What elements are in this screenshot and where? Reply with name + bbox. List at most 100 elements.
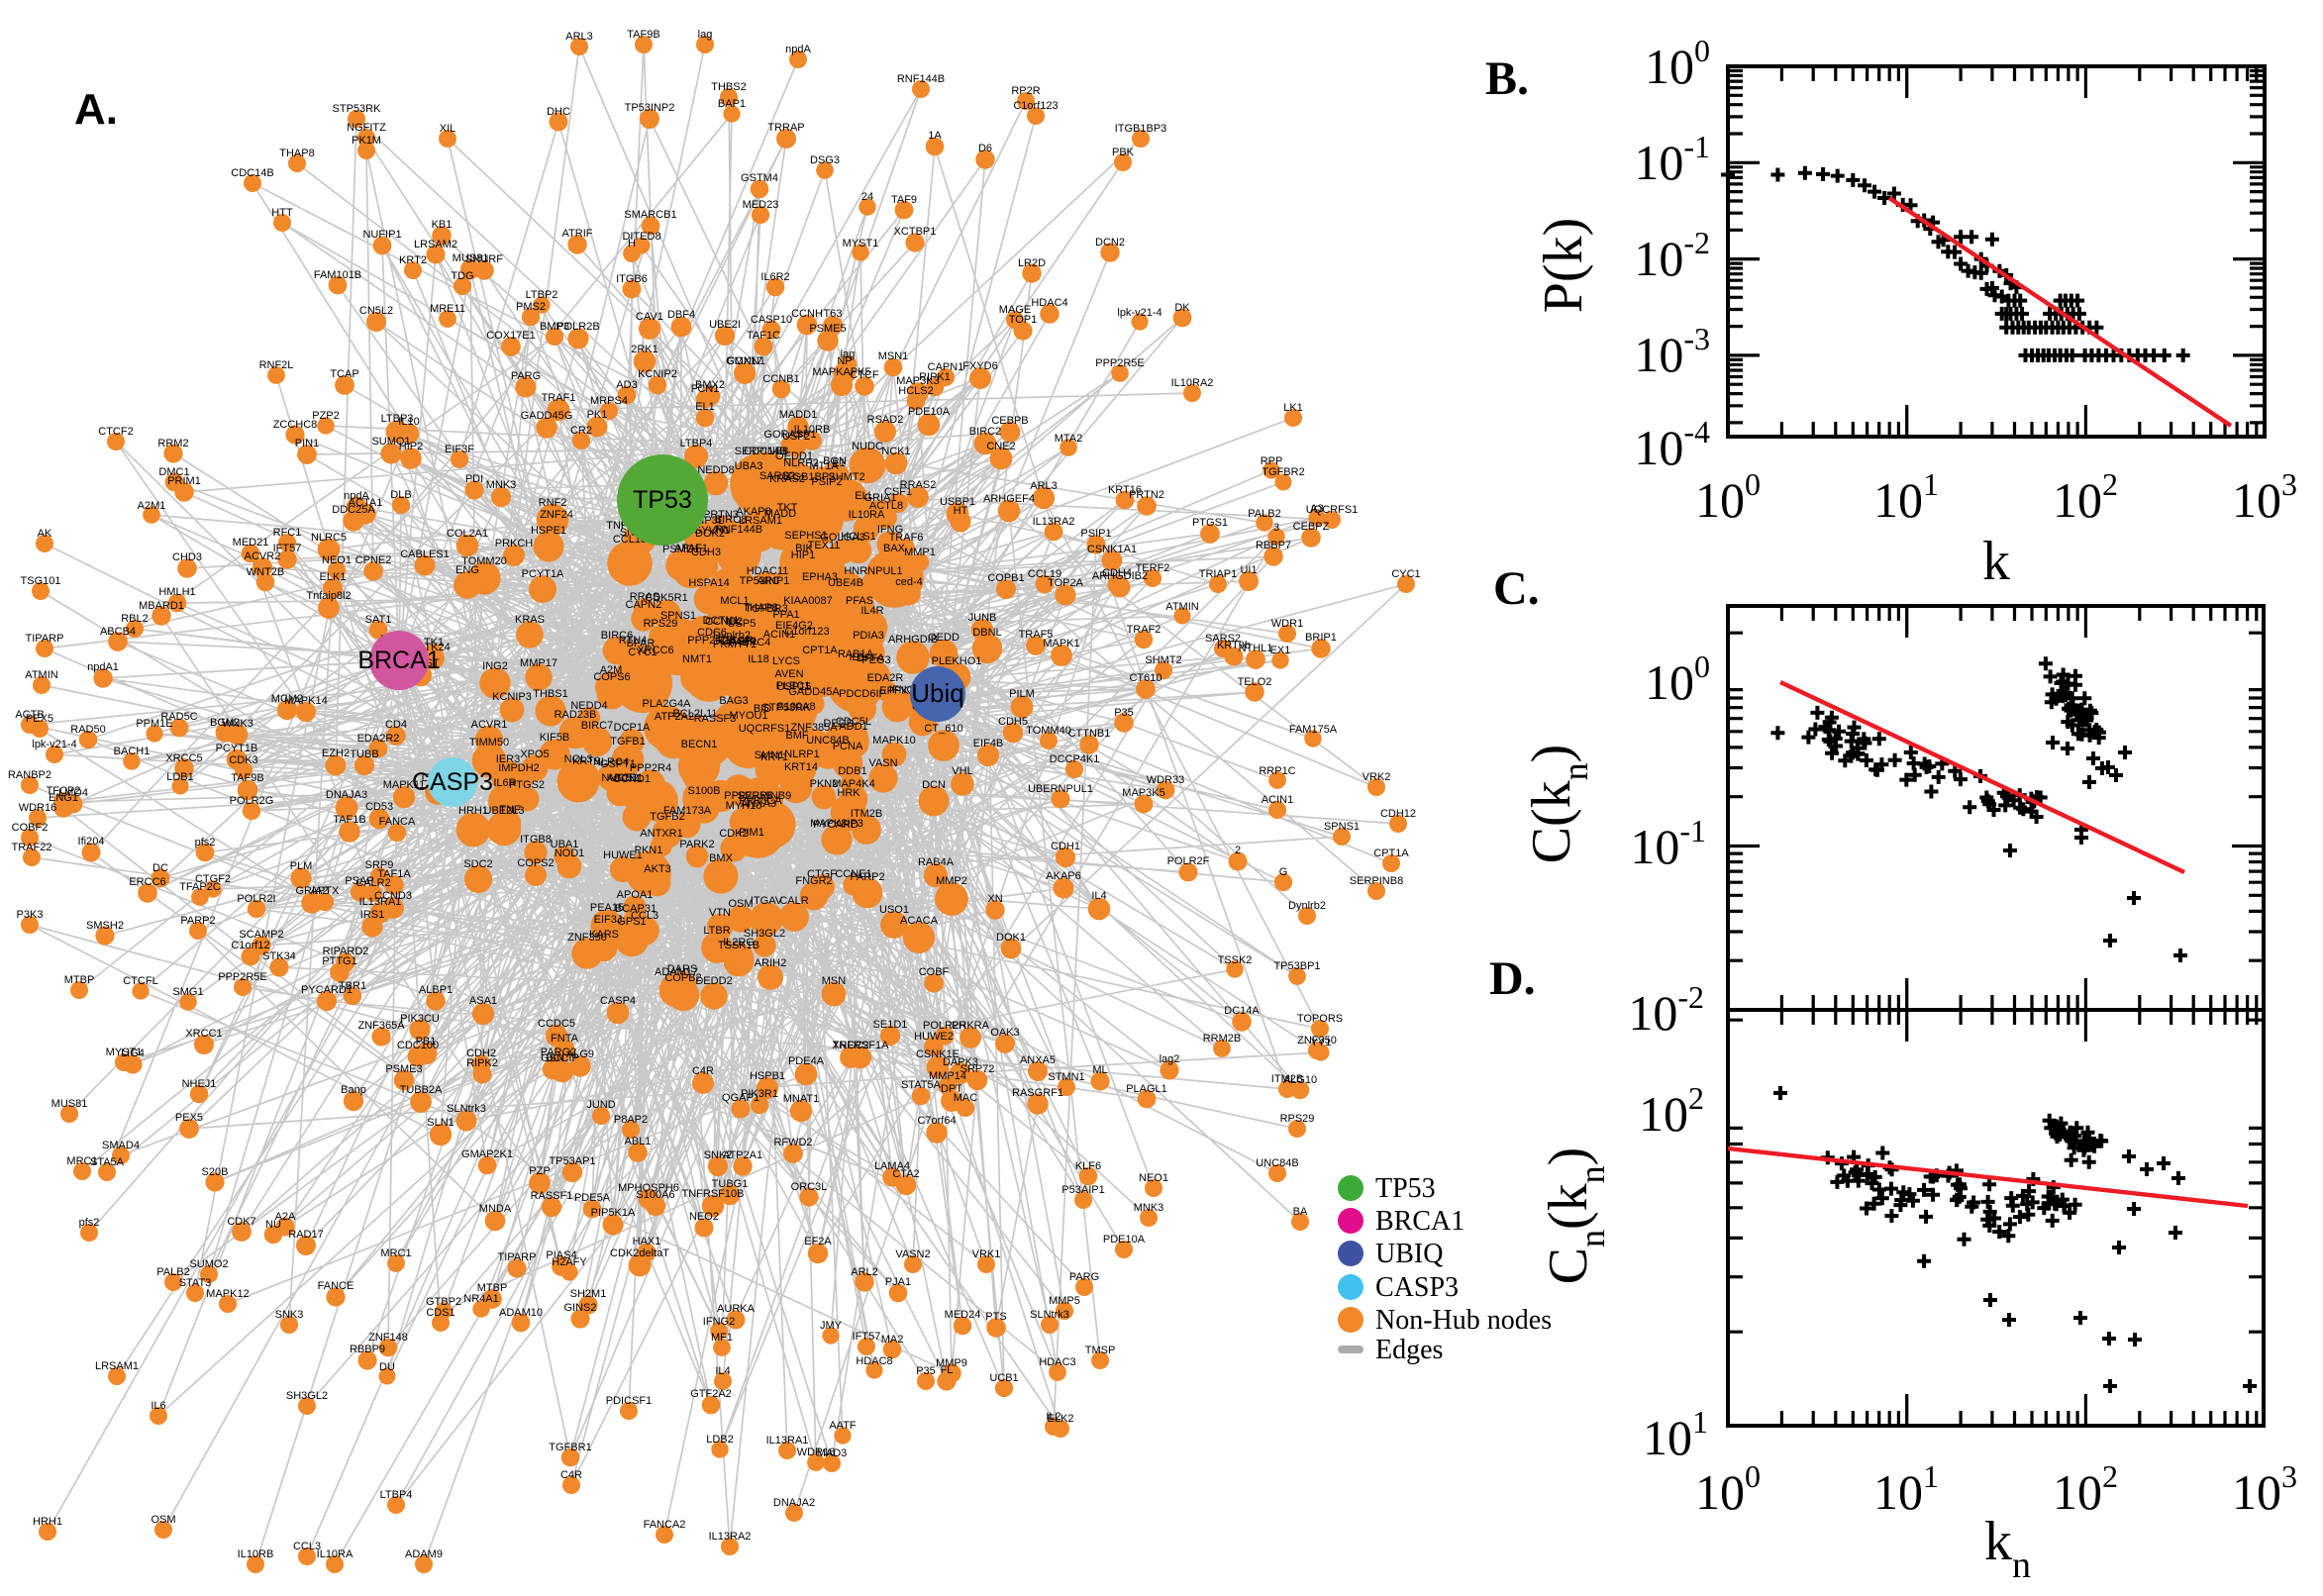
svg-text:TAF9B: TAF9B [627, 29, 659, 41]
svg-text:COPB2: COPB2 [664, 972, 701, 984]
svg-text:TSG101: TSG101 [21, 575, 61, 587]
svg-text:DU: DU [379, 1361, 395, 1373]
svg-text:TRAF6: TRAF6 [889, 532, 924, 544]
svg-text:TK1: TK1 [424, 637, 444, 648]
svg-text:CALR2: CALR2 [355, 877, 390, 889]
svg-text:CTCF: CTCF [850, 369, 879, 381]
svg-text:KARS: KARS [589, 929, 619, 941]
svg-text:HMLH1: HMLH1 [158, 586, 195, 598]
svg-text:ITGAV: ITGAV [751, 895, 783, 907]
svg-text:HUWE2: HUWE2 [914, 1031, 954, 1043]
svg-text:TNF: TNF [499, 804, 521, 816]
svg-text:FNGR2: FNGR2 [795, 875, 832, 887]
svg-text:LR2D: LR2D [1018, 257, 1046, 269]
svg-text:CCND3: CCND3 [374, 890, 412, 902]
svg-text:MSN: MSN [822, 975, 847, 987]
svg-text:BAP1: BAP1 [718, 98, 746, 110]
svg-text:npdA: npdA [344, 490, 369, 502]
svg-text:TRAF2: TRAF2 [1127, 624, 1162, 636]
svg-text:PLM: PLM [290, 860, 313, 872]
svg-text:MMP14: MMP14 [929, 1070, 966, 1082]
svg-text:pfs2: pfs2 [79, 1217, 100, 1229]
svg-text:BGN2: BGN2 [210, 717, 240, 729]
svg-text:C1orf123: C1orf123 [1013, 100, 1058, 112]
svg-text:MPHOSPH6: MPHOSPH6 [618, 1182, 679, 1194]
svg-text:HSPB1: HSPB1 [750, 1070, 785, 1082]
svg-text:EZH2: EZH2 [322, 748, 350, 759]
svg-text:SAT1: SAT1 [365, 614, 392, 626]
svg-text:A.: A. [74, 85, 118, 134]
svg-text:CASP3: CASP3 [1375, 1272, 1459, 1303]
svg-text:FAM175A: FAM175A [1289, 724, 1338, 736]
svg-text:npdA1: npdA1 [87, 661, 119, 673]
svg-text:MTBP: MTBP [64, 974, 95, 986]
svg-text:UQCRFS1: UQCRFS1 [739, 723, 791, 735]
svg-text:TAF1A: TAF1A [377, 868, 411, 880]
svg-text:NR4A1: NR4A1 [463, 1293, 498, 1305]
svg-text:XRCC2: XRCC2 [832, 1040, 868, 1051]
svg-text:STA5A: STA5A [90, 1156, 125, 1168]
svg-text:TOMM40: TOMM40 [1026, 725, 1071, 737]
svg-text:PSAP: PSAP [345, 875, 373, 887]
svg-text:DCN2: DCN2 [1095, 237, 1125, 249]
svg-text:TP53BP1: TP53BP1 [1273, 960, 1320, 972]
svg-text:DLB: DLB [390, 489, 411, 501]
svg-text:SMAD4: SMAD4 [102, 1140, 140, 1151]
svg-text:NGFITZ: NGFITZ [347, 122, 386, 134]
svg-text:EIF4G2: EIF4G2 [775, 620, 813, 632]
svg-text:BIRC2: BIRC2 [969, 426, 1001, 438]
svg-text:CDK3: CDK3 [229, 754, 257, 766]
svg-text:VASN2: VASN2 [895, 1248, 930, 1260]
svg-text:TOMM20: TOMM20 [461, 555, 507, 567]
svg-text:KLF6: KLF6 [1075, 1160, 1101, 1172]
svg-text:MSN1: MSN1 [878, 350, 909, 362]
svg-text:RNF2L: RNF2L [259, 359, 294, 371]
svg-text:P(k): P(k) [1533, 218, 1594, 313]
svg-text:BRCA1: BRCA1 [1375, 1206, 1464, 1237]
svg-text:LTBP4: LTBP4 [380, 1489, 413, 1501]
svg-text:PKN2: PKN2 [810, 778, 839, 790]
svg-text:CR2: CR2 [570, 425, 592, 437]
svg-text:PIAS4: PIAS4 [546, 1249, 576, 1261]
svg-text:UBA3: UBA3 [735, 460, 763, 472]
svg-text:VTN: VTN [709, 907, 731, 919]
svg-text:TP53: TP53 [633, 486, 692, 514]
svg-text:TOP2A: TOP2A [1048, 577, 1084, 589]
svg-text:PARG2: PARG2 [541, 1047, 576, 1058]
svg-text:3: 3 [1273, 522, 1279, 534]
svg-text:EIF3J: EIF3J [594, 914, 623, 926]
svg-text:IL10RB: IL10RB [238, 1548, 274, 1560]
svg-text:PEX5: PEX5 [175, 1112, 203, 1124]
svg-text:IL6: IL6 [151, 1400, 165, 1412]
svg-text:XRCC5: XRCC5 [165, 752, 202, 764]
svg-text:PARP2: PARP2 [850, 871, 884, 883]
svg-text:NEO1: NEO1 [322, 554, 352, 566]
svg-text:IL10RA2: IL10RA2 [1171, 377, 1214, 389]
svg-text:STMN1: STMN1 [1048, 1071, 1084, 1083]
svg-text:PK1M: PK1M [352, 135, 381, 147]
svg-text:SH2M1: SH2M1 [570, 1288, 607, 1300]
svg-text:LYCS: LYCS [772, 655, 800, 667]
svg-text:PTGS1: PTGS1 [1192, 517, 1228, 529]
svg-text:BAG3: BAG3 [719, 695, 748, 707]
svg-text:PEG3: PEG3 [861, 654, 890, 666]
svg-text:RSAD2: RSAD2 [867, 414, 904, 426]
svg-text:PKN1: PKN1 [635, 845, 663, 856]
svg-text:SH3GL2: SH3GL2 [744, 928, 785, 940]
svg-text:IL10: IL10 [398, 416, 419, 428]
svg-text:PSIP1: PSIP1 [1080, 528, 1111, 540]
svg-text:ADAM9: ADAM9 [405, 1548, 443, 1560]
svg-text:LRSAM1: LRSAM1 [739, 515, 782, 527]
svg-text:UQCRFS1: UQCRFS1 [1306, 504, 1359, 516]
svg-text:CCL3: CCL3 [293, 1541, 321, 1552]
svg-text:CNE2: CNE2 [986, 441, 1015, 452]
svg-text:DCP1A: DCP1A [614, 722, 651, 734]
svg-text:RIPK1: RIPK1 [919, 371, 951, 383]
svg-text:Edges: Edges [1375, 1335, 1443, 1365]
svg-text:ATP2A2: ATP2A2 [655, 711, 694, 723]
svg-text:ACTL8: ACTL8 [869, 500, 903, 512]
svg-text:EPPK1: EPPK1 [879, 685, 914, 697]
svg-text:ANTXR1: ANTXR1 [640, 828, 682, 840]
svg-text:24: 24 [861, 191, 873, 203]
svg-text:HIP2: HIP2 [399, 441, 423, 452]
